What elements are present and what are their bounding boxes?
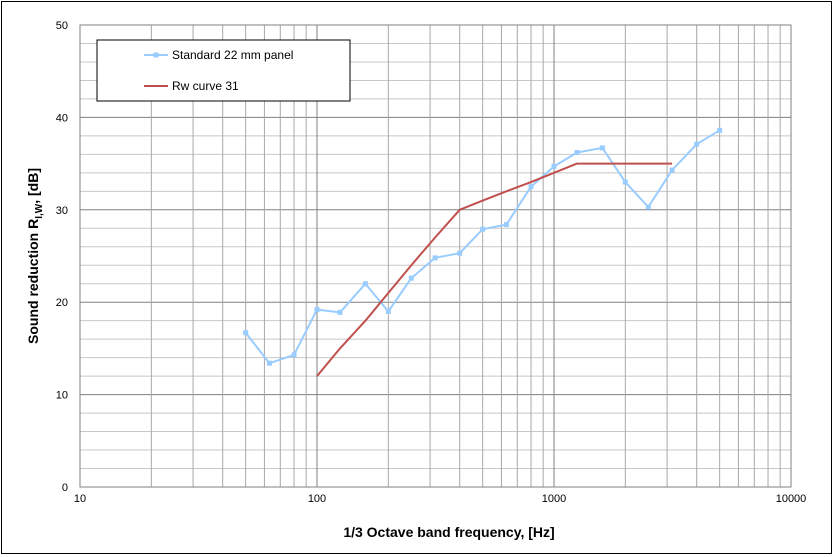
data-point bbox=[717, 127, 723, 133]
y-tick-label: 0 bbox=[62, 482, 68, 494]
data-point bbox=[551, 163, 557, 169]
legend-marker-standard-panel bbox=[153, 52, 159, 58]
y-tick-label: 10 bbox=[56, 390, 68, 402]
y-tick-label: 50 bbox=[56, 20, 68, 32]
y-tick-label: 40 bbox=[56, 112, 68, 124]
data-point bbox=[574, 150, 580, 156]
data-point bbox=[385, 308, 391, 314]
legend-label-rw-curve: Rw curve 31 bbox=[172, 79, 239, 93]
data-point bbox=[408, 275, 414, 281]
data-point bbox=[432, 255, 438, 261]
data-point bbox=[362, 281, 368, 287]
y-axis-title: Sound reduction RI,W, [dB] bbox=[25, 168, 45, 344]
y-axis-title-main: Sound reduction R bbox=[25, 219, 41, 344]
data-point bbox=[599, 145, 605, 151]
legend: Standard 22 mm panel Rw curve 31 bbox=[96, 39, 351, 102]
series-line-1 bbox=[316, 162, 673, 377]
plot-area-border bbox=[79, 24, 792, 488]
data-point bbox=[266, 360, 272, 366]
legend-label-standard-panel: Standard 22 mm panel bbox=[172, 48, 293, 62]
tick-labels: 0 10 20 30 40 50 10 100 1000 10000 bbox=[56, 20, 807, 505]
legend-box bbox=[96, 39, 351, 102]
grid-lines bbox=[79, 24, 792, 488]
plot-series bbox=[243, 127, 723, 377]
data-point bbox=[622, 179, 628, 185]
data-point bbox=[457, 250, 463, 256]
x-tick-label: 100 bbox=[308, 493, 326, 505]
x-tick-label: 1000 bbox=[542, 493, 566, 505]
y-tick-label: 20 bbox=[56, 297, 68, 309]
data-point bbox=[337, 309, 343, 315]
x-axis-title: 1/3 Octave band frequency, [Hz] bbox=[343, 524, 554, 540]
data-point bbox=[694, 141, 700, 147]
y-axis-title-unit: , [dB] bbox=[25, 168, 41, 204]
x-tick-label: 10000 bbox=[776, 493, 807, 505]
data-point bbox=[645, 204, 651, 210]
y-tick-label: 30 bbox=[56, 205, 68, 217]
data-point bbox=[480, 226, 486, 232]
data-point bbox=[669, 167, 675, 173]
data-point bbox=[503, 222, 509, 228]
data-point bbox=[314, 307, 320, 313]
x-tick-label: 10 bbox=[74, 493, 86, 505]
y-axis-title-subscript: I,W bbox=[34, 203, 45, 219]
data-point bbox=[528, 184, 534, 190]
data-point bbox=[243, 330, 249, 336]
data-point bbox=[291, 352, 297, 358]
